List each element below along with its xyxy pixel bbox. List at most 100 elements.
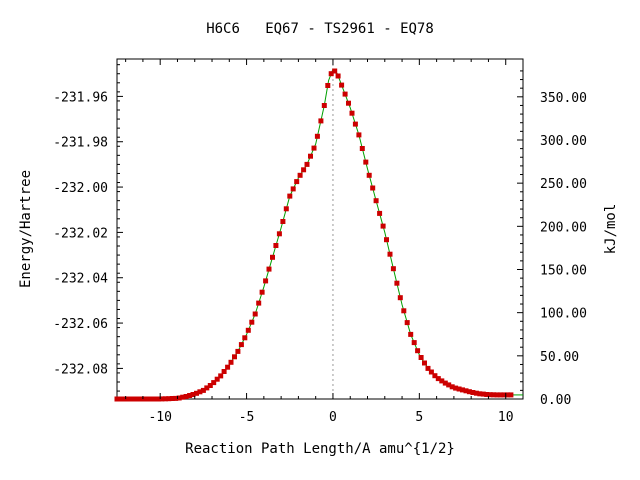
data-point — [356, 132, 362, 138]
data-point — [183, 394, 189, 399]
data-point — [442, 380, 448, 386]
y2-tick-label: 50.00 — [540, 350, 579, 365]
data-point — [283, 206, 289, 212]
data-point — [477, 391, 483, 397]
data-point — [463, 388, 469, 394]
data-point — [194, 390, 199, 396]
data-point — [225, 364, 231, 370]
data-point — [124, 396, 130, 402]
data-point — [466, 389, 472, 395]
data-point — [259, 289, 265, 295]
data-point — [446, 382, 452, 388]
data-point — [256, 300, 262, 306]
y2-tick-label: 200.00 — [540, 220, 587, 235]
data-point — [149, 396, 155, 402]
series-layer — [114, 68, 523, 402]
data-point — [373, 198, 379, 204]
x-tick-label: -5 — [239, 410, 255, 425]
data-point — [270, 254, 275, 260]
data-point — [131, 396, 137, 402]
data-point — [235, 348, 241, 354]
data-point — [176, 395, 182, 401]
y-tick-label: -231.98 — [53, 136, 108, 151]
series-line — [117, 68, 511, 400]
plot-frame — [116, 58, 524, 400]
x-axis-label: Reaction Path Length/A amu^{1/2} — [185, 441, 455, 457]
data-point — [346, 100, 351, 106]
data-point — [328, 71, 334, 77]
data-point — [238, 342, 244, 348]
data-point — [428, 369, 434, 375]
x-axis: -10 -5 0 5 10 — [125, 59, 524, 425]
data-point — [301, 167, 307, 173]
data-point — [169, 396, 175, 401]
y-axis-left: -231.96 -231.98 -232.00 -232.02 -232.04 -232.… — [53, 64, 123, 392]
data-point — [121, 396, 127, 402]
data-point — [449, 384, 455, 390]
data-point — [142, 396, 148, 402]
data-point — [505, 392, 510, 398]
data-point — [304, 161, 310, 167]
data-point — [308, 153, 313, 159]
data-point — [425, 365, 431, 371]
data-point — [380, 223, 386, 229]
data-point — [473, 390, 479, 396]
data-point — [390, 266, 396, 272]
data-point — [456, 386, 462, 392]
x-tick-label: 5 — [415, 410, 423, 425]
data-point — [311, 145, 317, 151]
data-point — [252, 311, 258, 317]
data-point — [418, 355, 424, 360]
data-point — [335, 73, 341, 79]
data-point — [460, 387, 465, 393]
data-point — [491, 392, 497, 398]
data-point — [508, 392, 514, 398]
y2-tick-label: 250.00 — [540, 177, 587, 192]
data-point — [384, 237, 389, 243]
data-point — [187, 393, 193, 398]
data-point — [439, 378, 445, 384]
data-point — [377, 210, 383, 216]
y2-tick-label: 0.00 — [540, 393, 571, 408]
y2-tick-label: 350.00 — [540, 91, 587, 106]
data-point — [359, 146, 365, 151]
data-point — [280, 219, 286, 224]
data-point — [408, 331, 414, 337]
data-point — [435, 376, 441, 382]
data-point — [173, 395, 179, 401]
y2-axis-label: kJ/mol — [603, 204, 619, 255]
data-point — [232, 354, 237, 360]
data-point — [363, 159, 369, 165]
data-point — [135, 396, 141, 402]
x-tick-label: 0 — [329, 410, 337, 425]
y-tick-label: -232.02 — [53, 226, 108, 241]
data-point — [411, 340, 417, 346]
data-point — [401, 308, 407, 314]
data-point — [453, 385, 459, 391]
y2-tick-label: 100.00 — [540, 307, 587, 322]
data-point — [242, 335, 248, 341]
data-point — [211, 380, 217, 386]
data-point — [290, 186, 296, 192]
data-point — [342, 91, 348, 97]
data-point — [470, 390, 476, 395]
data-point — [501, 392, 507, 398]
data-point — [494, 392, 500, 398]
data-point — [287, 193, 293, 199]
data-point — [276, 231, 282, 237]
data-point — [422, 360, 427, 366]
x-tick-label: 10 — [498, 410, 514, 425]
data-point — [245, 327, 251, 333]
y-tick-label: -232.06 — [53, 317, 108, 332]
data-point — [197, 389, 203, 395]
data-point — [349, 110, 355, 116]
y-tick-label: -231.96 — [53, 90, 108, 105]
data-point — [159, 396, 165, 402]
data-point — [484, 392, 490, 397]
data-point — [214, 376, 220, 382]
data-point — [397, 295, 403, 301]
data-point — [200, 387, 206, 393]
data-point — [294, 179, 300, 185]
chart-title: H6C6 EQ67 - TS2961 - EQ78 — [206, 21, 434, 37]
